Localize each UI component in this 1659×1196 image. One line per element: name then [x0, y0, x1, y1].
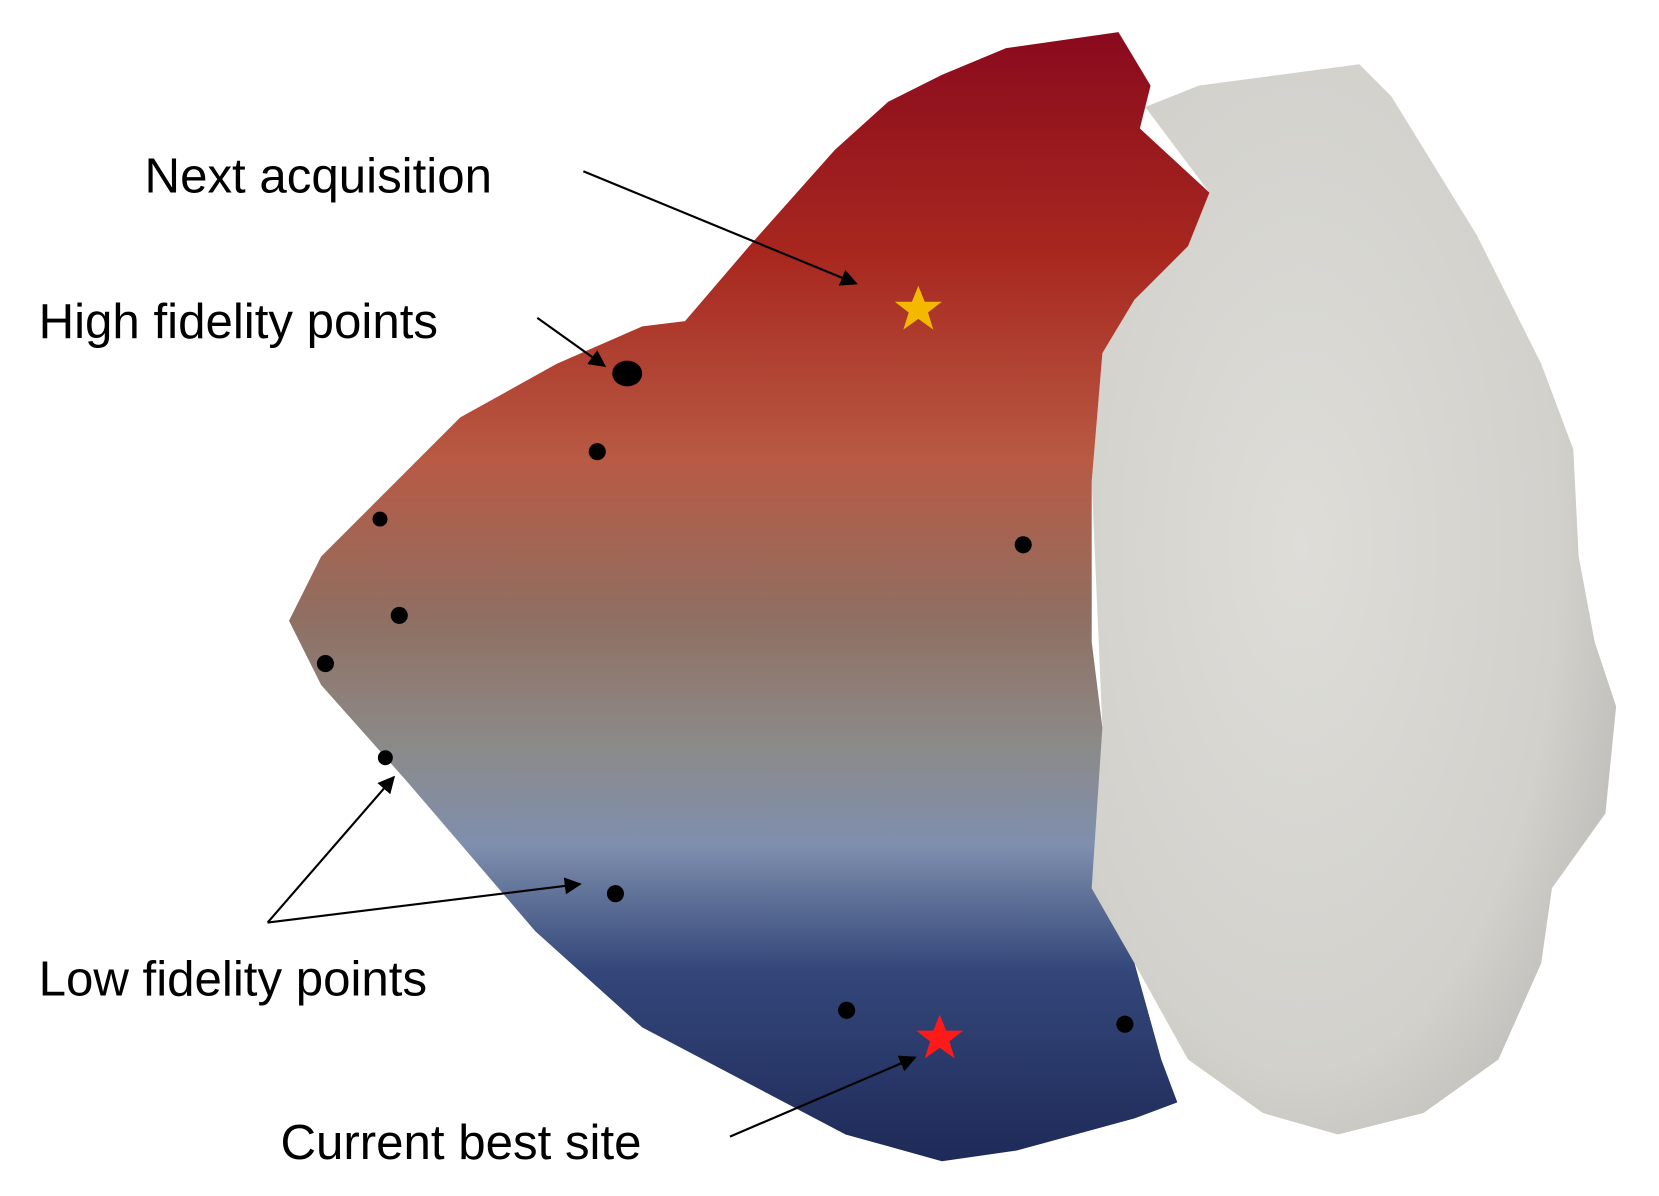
- arrow: [536, 316, 607, 368]
- low-fidelity-point: [1116, 1015, 1134, 1033]
- label: Current best site: [280, 1115, 641, 1170]
- low-fidelity-point: [588, 443, 606, 461]
- grey-surface: [1091, 64, 1617, 1135]
- label: Next acquisition: [145, 149, 492, 204]
- current-best-star: [916, 1014, 964, 1059]
- low-fidelity-point: [606, 885, 625, 903]
- arrow: [729, 1055, 917, 1138]
- label: High fidelity points: [39, 294, 438, 349]
- low-fidelity-point: [838, 1001, 856, 1019]
- low-fidelity-point: [390, 606, 408, 624]
- arrow: [582, 170, 858, 286]
- low-fidelity-point: [1014, 536, 1032, 554]
- heat-surface: [289, 32, 1210, 1162]
- arrow: [266, 775, 396, 924]
- sample-points: [316, 360, 1134, 1033]
- high-fidelity-point: [612, 360, 643, 387]
- arrow: [267, 877, 582, 924]
- low-fidelity-point: [372, 511, 388, 527]
- low-fidelity-point: [377, 750, 393, 766]
- low-fidelity-point: [316, 654, 334, 673]
- label: Low fidelity points: [39, 951, 428, 1006]
- next-acquisition-star: [894, 285, 942, 330]
- arrows: [266, 170, 917, 1138]
